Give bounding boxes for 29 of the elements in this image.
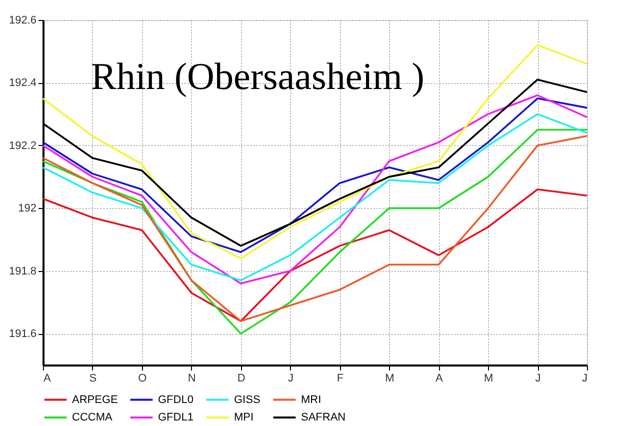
x-tick-label: A xyxy=(44,372,52,384)
x-tick-label: O xyxy=(138,372,148,384)
legend-label: GFDL1 xyxy=(158,412,194,424)
text: Rhin (Obersaasheim ) xyxy=(91,56,424,98)
y-tick-label: 192.4 xyxy=(8,77,36,90)
y-tick-label: 191.8 xyxy=(8,265,36,278)
line-series xyxy=(42,188,588,322)
y-tick-label: 192.2 xyxy=(8,140,36,152)
legend-label: CCCMA xyxy=(72,412,113,424)
x-tick-label: F xyxy=(336,372,344,384)
x-tick-label: M xyxy=(484,372,494,384)
x-tick-label: M xyxy=(385,372,394,384)
x-tick-label: J xyxy=(535,372,541,384)
x-tick-label: A xyxy=(435,372,444,384)
legend-label: MRI xyxy=(301,394,322,406)
x-tick-label: J xyxy=(582,372,588,384)
x-tick-label: S xyxy=(89,372,97,384)
legend-label: ARPEGE xyxy=(72,394,118,406)
legend-label: GISS xyxy=(234,394,260,406)
y-tick-label: 192 xyxy=(18,202,36,215)
x-tick-label: J xyxy=(288,372,294,384)
legend-label: MPI xyxy=(234,412,254,424)
line-series xyxy=(42,44,588,260)
y-tick-label: 192.6 xyxy=(8,14,36,26)
legend-label: GFDL0 xyxy=(158,394,194,406)
x-tick-label: N xyxy=(188,372,196,384)
legend-label: SAFRAN xyxy=(301,412,346,424)
x-tick-label: D xyxy=(237,372,246,384)
y-tick-label: 191.6 xyxy=(8,328,36,340)
